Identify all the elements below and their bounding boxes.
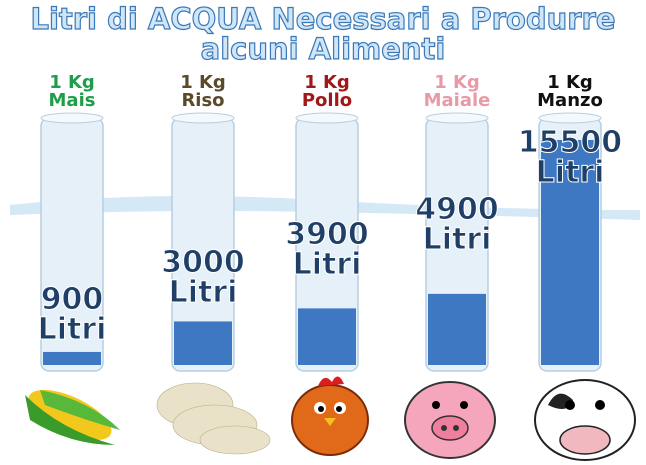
value-label: 4900 Litri bbox=[392, 195, 522, 255]
corn-icon bbox=[22, 380, 120, 451]
category-label: 1 Kg Pollo bbox=[282, 74, 372, 110]
tube-rim bbox=[41, 113, 103, 123]
category-label: 1 Kg Maiale bbox=[412, 74, 502, 110]
category-label: 1 Kg Riso bbox=[158, 74, 248, 110]
value-label: 900 Litri bbox=[7, 285, 137, 345]
category-label: 1 Kg Mais bbox=[27, 74, 117, 110]
value-label: 3900 Litri bbox=[262, 220, 392, 280]
tube-rim bbox=[296, 113, 358, 123]
pig-icon bbox=[405, 382, 495, 458]
value-label: 3000 Litri bbox=[138, 248, 268, 308]
infographic: Litri di ACQUA Necessari a Produrre alcu… bbox=[0, 0, 646, 465]
bar bbox=[43, 352, 101, 365]
bar bbox=[428, 294, 486, 365]
bar bbox=[298, 308, 356, 365]
chicken-icon bbox=[292, 376, 368, 455]
tube-rim bbox=[539, 113, 601, 123]
tube-rim bbox=[172, 113, 234, 123]
bar bbox=[174, 321, 232, 365]
category-label: 1 Kg Manzo bbox=[525, 74, 615, 110]
rice-icon bbox=[157, 383, 270, 454]
tube-rim bbox=[426, 113, 488, 123]
cow-icon bbox=[535, 380, 635, 460]
value-label: 15500 Litri bbox=[505, 128, 635, 188]
chart-title: Litri di ACQUA Necessari a Produrre alcu… bbox=[20, 4, 626, 65]
